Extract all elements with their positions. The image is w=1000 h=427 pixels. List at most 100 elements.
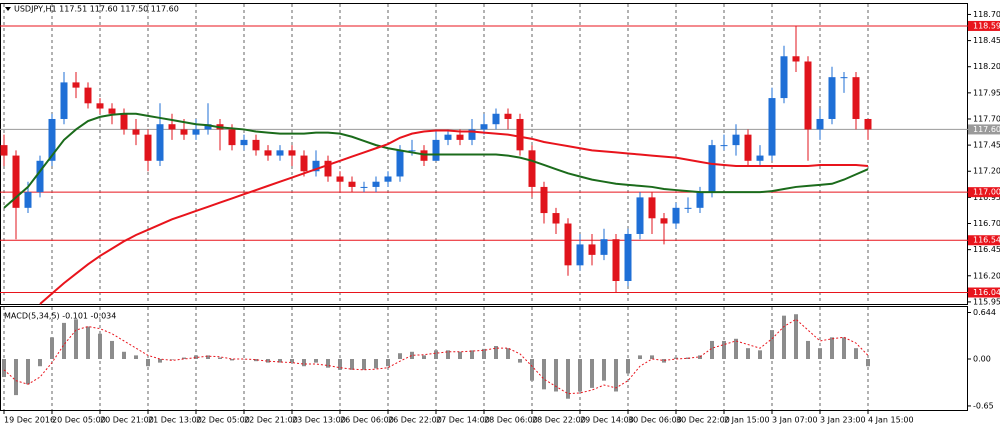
macd-bar (374, 359, 378, 369)
y-tick-label: 116.70 (973, 219, 1000, 228)
y-tick-label: 118.70 (973, 10, 1000, 19)
candle-body (204, 124, 212, 130)
level-line-label: 118.59 (973, 21, 1000, 30)
macd-bar (50, 337, 54, 359)
candle-body (492, 113, 500, 125)
candle-body (804, 61, 812, 130)
candle-body (708, 145, 716, 193)
candle-body (360, 186, 368, 188)
candle-body (816, 118, 824, 130)
candle-body (372, 181, 380, 187)
y-tick-label: 115.95 (973, 297, 1000, 306)
candle-body (840, 77, 848, 79)
candle-body (564, 223, 572, 266)
candle-body (108, 108, 116, 114)
macd-bar (398, 353, 402, 359)
candle-body (72, 82, 80, 88)
macd-bar (758, 350, 762, 359)
x-tick-label: 4 Jan 15:00 (868, 416, 914, 425)
macd-bar (62, 322, 66, 359)
macd-bar (650, 355, 654, 359)
candle-body (468, 129, 476, 140)
candle-body (792, 56, 800, 62)
macd-bar (686, 357, 690, 359)
x-tick-label: 20 Dec 21:00 (100, 416, 154, 425)
candle-body (96, 103, 104, 109)
candle-body (168, 124, 176, 130)
candle-body (852, 77, 860, 119)
candle-body (276, 150, 284, 156)
moving-average (3, 112, 869, 209)
macd-bar (302, 359, 306, 367)
macd-bar (854, 348, 858, 359)
candle-body (84, 87, 92, 104)
y-tick-label: 117.20 (973, 167, 1000, 176)
macd-bar (290, 359, 294, 363)
candle-body (612, 239, 620, 282)
macd-bar (158, 359, 162, 363)
candle-body (144, 134, 152, 161)
candle-body (300, 155, 308, 172)
macd-panel (0, 306, 968, 411)
candle-body (48, 118, 56, 161)
candle-body (744, 134, 752, 161)
candle-body (336, 176, 344, 182)
macd-bar (722, 340, 726, 359)
x-tick-label: 23 Dec 13:00 (292, 416, 346, 425)
macd-bar (482, 348, 486, 359)
macd-bar (794, 314, 798, 359)
macd-bar (218, 357, 222, 359)
y-tick-label: 118.20 (973, 62, 1000, 71)
macd-bar (170, 359, 174, 360)
candle-body (576, 244, 584, 266)
candle-body (12, 155, 20, 208)
macd-bar (266, 359, 270, 363)
macd-bar (602, 359, 606, 381)
x-tick-label: 28 Dec 06:00 (484, 416, 538, 425)
x-tick-label: 28 Dec 22:00 (532, 416, 586, 425)
x-tick-label: 30 Dec 06:00 (628, 416, 682, 425)
y-tick-label: 0.644 (973, 308, 996, 317)
level-line-label: 116.54 (973, 236, 1000, 245)
candle-body (756, 155, 764, 161)
candle-body (780, 56, 788, 99)
candle-body (624, 233, 632, 282)
candle-body (528, 150, 536, 187)
x-tick-label: 22 Dec 05:00 (196, 416, 250, 425)
candle-body (540, 186, 548, 214)
x-tick-label: 30 Dec 22:00 (676, 416, 730, 425)
macd-bar (182, 357, 186, 359)
macd-bar (542, 359, 546, 390)
x-tick-label: 27 Dec 14:00 (436, 416, 490, 425)
macd-bar (434, 350, 438, 359)
price-line-box (968, 124, 1000, 135)
macd-bar (314, 359, 318, 363)
macd-bar (734, 338, 738, 359)
macd-bar (206, 355, 210, 359)
macd-title: MACD(5,34,5) -0.101 -0.034 (4, 312, 116, 321)
candle-body (324, 160, 332, 177)
macd-bar (278, 359, 282, 363)
y-tick-label: 116.45 (973, 245, 1000, 254)
macd-bar (38, 359, 42, 367)
y-tick-label: 116.95 (973, 193, 1000, 202)
macd-bar (458, 351, 462, 359)
candle-body (660, 218, 668, 224)
y-tick-label: -0.65 (973, 401, 994, 410)
macd-bar (470, 350, 474, 359)
macd-bar (782, 315, 786, 359)
macd-bar (518, 359, 522, 363)
candle-body (348, 181, 356, 187)
x-tick-label: 19 Dec 2016 (4, 416, 55, 425)
level-line-box (968, 287, 1000, 298)
macd-bar (866, 359, 870, 367)
macd-bar (830, 337, 834, 359)
candle-body (60, 82, 68, 119)
y-tick-label: 116.20 (973, 271, 1000, 280)
candle-body (480, 124, 488, 130)
macd-bar (362, 359, 366, 370)
candle-body (132, 129, 140, 135)
x-tick-label: 26 Dec 06:00 (340, 416, 394, 425)
macd-bar (194, 355, 198, 359)
